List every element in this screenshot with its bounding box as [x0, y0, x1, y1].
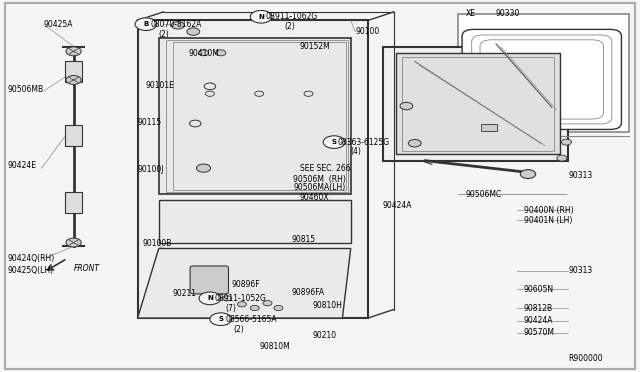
Polygon shape [159, 200, 351, 243]
FancyBboxPatch shape [472, 35, 612, 124]
Circle shape [172, 22, 184, 29]
Circle shape [400, 102, 413, 110]
Text: 0B911-1062G: 0B911-1062G [266, 12, 318, 21]
Text: 90210: 90210 [312, 331, 337, 340]
Text: 90100J: 90100J [138, 165, 164, 174]
Bar [481, 124, 497, 131]
Circle shape [237, 302, 246, 307]
Text: SEE SEC. 266: SEE SEC. 266 [300, 164, 350, 173]
Text: (4): (4) [351, 147, 362, 156]
Circle shape [210, 313, 232, 326]
Circle shape [561, 139, 572, 145]
Circle shape [408, 140, 421, 147]
Text: 90506MB: 90506MB [8, 85, 44, 94]
Circle shape [66, 238, 81, 247]
Text: 90506MA(LH): 90506MA(LH) [293, 183, 346, 192]
Circle shape [274, 305, 283, 311]
Circle shape [198, 50, 209, 56]
Text: 90810H: 90810H [312, 301, 342, 310]
Text: R900000: R900000 [568, 355, 603, 363]
Text: 90424A: 90424A [383, 201, 412, 210]
Circle shape [323, 136, 345, 148]
Circle shape [250, 305, 259, 311]
Text: (2): (2) [159, 30, 170, 39]
Text: 90401N (LH): 90401N (LH) [524, 216, 572, 225]
Text: N: N [258, 14, 264, 20]
Bar [65, 192, 82, 213]
Circle shape [263, 301, 272, 306]
Text: 90410M: 90410M [189, 49, 220, 58]
Text: 90460X: 90460X [300, 193, 329, 202]
Circle shape [520, 170, 536, 179]
Text: 90424A: 90424A [524, 316, 553, 325]
Text: 90896F: 90896F [232, 280, 260, 289]
Circle shape [66, 47, 81, 56]
Text: 90506M  (RH): 90506M (RH) [293, 175, 346, 184]
Text: S: S [332, 139, 337, 145]
Text: 90425A: 90425A [44, 20, 73, 29]
FancyBboxPatch shape [190, 266, 228, 294]
Text: 90100B: 90100B [142, 239, 172, 248]
FancyBboxPatch shape [462, 29, 621, 129]
Text: 90313: 90313 [568, 266, 593, 275]
Text: 90400N (RH): 90400N (RH) [524, 206, 573, 215]
FancyBboxPatch shape [480, 40, 604, 119]
Text: 90605N: 90605N [524, 285, 554, 294]
Text: 90812B: 90812B [524, 304, 553, 312]
Text: S: S [218, 316, 223, 322]
Circle shape [223, 296, 232, 301]
Text: B: B [143, 21, 148, 27]
Circle shape [250, 10, 272, 23]
Text: 90211: 90211 [173, 289, 197, 298]
Text: 90815: 90815 [291, 235, 316, 244]
Bar [65, 61, 82, 82]
Circle shape [557, 155, 567, 161]
Polygon shape [396, 53, 560, 154]
Circle shape [196, 164, 211, 172]
Text: (2): (2) [285, 22, 296, 31]
Text: (2): (2) [234, 325, 244, 334]
Text: N: N [207, 295, 213, 301]
Bar [458, 14, 629, 132]
Circle shape [135, 18, 157, 31]
Polygon shape [138, 248, 351, 318]
Text: 08911-1052G: 08911-1052G [214, 294, 266, 303]
Text: 90425Q(LH): 90425Q(LH) [8, 266, 54, 275]
Text: (7): (7) [225, 304, 236, 312]
Polygon shape [159, 38, 351, 194]
Text: XE: XE [466, 9, 476, 17]
Bar [65, 125, 82, 146]
Polygon shape [138, 20, 368, 318]
Circle shape [216, 50, 226, 56]
Text: 90424E: 90424E [8, 161, 36, 170]
Text: FRONT: FRONT [74, 264, 100, 273]
Text: 90424Q(RH): 90424Q(RH) [8, 254, 55, 263]
Circle shape [199, 292, 221, 305]
Text: 08566-5165A: 08566-5165A [225, 315, 277, 324]
Text: 90896FA: 90896FA [291, 288, 324, 296]
Text: 90570M: 90570M [524, 328, 554, 337]
Circle shape [66, 76, 81, 84]
Polygon shape [383, 46, 568, 161]
Text: 90152M: 90152M [300, 42, 330, 51]
Text: 90100: 90100 [355, 27, 380, 36]
Circle shape [187, 28, 200, 35]
Text: 90313: 90313 [568, 171, 593, 180]
Text: 90115: 90115 [138, 118, 162, 127]
Text: 08363-6125G: 08363-6125G [338, 138, 390, 147]
Text: 90101E: 90101E [146, 81, 175, 90]
Text: 90506MC: 90506MC [466, 190, 502, 199]
Text: 90330: 90330 [496, 9, 520, 17]
Text: 08070-8162A: 08070-8162A [150, 20, 202, 29]
Text: 90810M: 90810M [259, 342, 290, 351]
